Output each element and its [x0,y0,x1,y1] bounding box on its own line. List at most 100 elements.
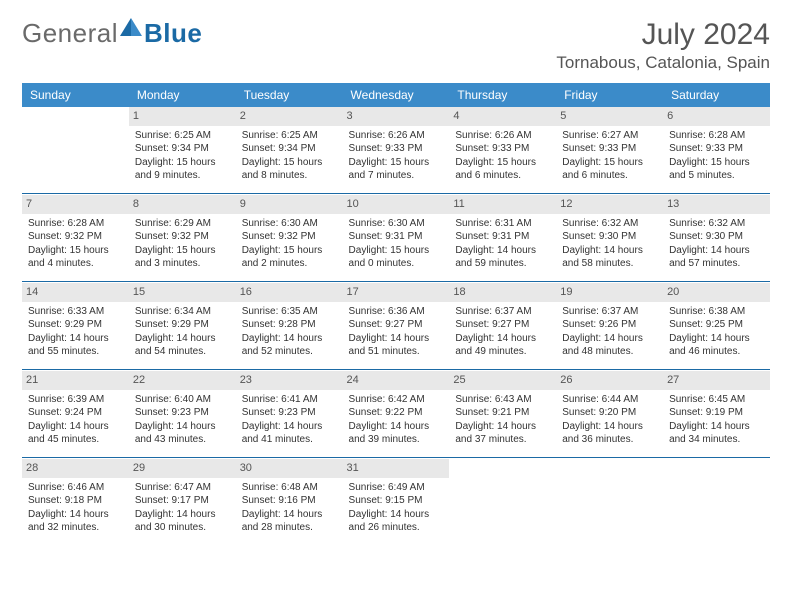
calendar-header-row: SundayMondayTuesdayWednesdayThursdayFrid… [22,83,770,107]
sunrise-line: Sunrise: 6:30 AM [349,217,444,231]
daylight-line: Daylight: 14 hours and 30 minutes. [135,508,230,535]
sunset-line: Sunset: 9:23 PM [242,406,337,420]
sunset-line: Sunset: 9:26 PM [562,318,657,332]
day-number: 7 [22,195,129,214]
sunset-line: Sunset: 9:23 PM [135,406,230,420]
sunrise-line: Sunrise: 6:40 AM [135,393,230,407]
calendar-day: 3Sunrise: 6:26 AMSunset: 9:33 PMDaylight… [343,107,450,193]
day-number: 31 [343,459,450,478]
sunrise-line: Sunrise: 6:39 AM [28,393,123,407]
day-number: 16 [236,283,343,302]
calendar-day: 11Sunrise: 6:31 AMSunset: 9:31 PMDayligh… [449,195,556,281]
calendar-week: 7 Sunrise: 6:28 AMSunset: 9:32 PM Daylight… [22,195,770,281]
daylight-line: Daylight: 14 hours and 59 minutes. [455,244,550,271]
sunrise-line: Sunrise: 6:48 AM [242,481,337,495]
calendar-week: 21Sunrise: 6:39 AMSunset: 9:24 PMDayligh… [22,371,770,457]
calendar-day: 24Sunrise: 6:42 AMSunset: 9:22 PMDayligh… [343,371,450,457]
logo-triangle-icon [120,12,142,43]
sunrise-line: Sunrise: 6:49 AM [349,481,444,495]
sunrise-line: Sunrise: 6:41 AM [242,393,337,407]
day-number: 13 [663,195,770,214]
sunrise-line: Sunrise: 6:36 AM [349,305,444,319]
calendar-day: 15Sunrise: 6:34 AMSunset: 9:29 PMDayligh… [129,283,236,369]
daylight-line: Daylight: 15 hours and 0 minutes. [349,244,444,271]
daylight-line: Daylight: 14 hours and 54 minutes. [135,332,230,359]
calendar-day: 17 Sunrise: 6:36 AMSunset: 9:27 PMDayligh… [343,283,450,369]
sunrise-line: Sunrise: 6:44 AM [562,393,657,407]
calendar-day: 2Sunrise: 6:25 AMSunset: 9:34 PMDaylight… [236,107,343,193]
sunrise-line: Sunrise: 6:38 AM [669,305,764,319]
calendar-day: 30Sunrise: 6:48 AMSunset: 9:16 PMDayligh… [236,459,343,545]
calendar-day: 5Sunrise: 6:27 AMSunset: 9:33 PMDaylight… [556,107,663,193]
sunrise-line: Sunrise: 6:46 AM [28,481,123,495]
sunset-line: Sunset: 9:22 PM [349,406,444,420]
daylight-line: Daylight: 15 hours and 6 minutes. [562,156,657,183]
sunset-line: Sunset: 9:31 PM [455,230,550,244]
sunset-line: Sunset: 9:34 PM [242,142,337,156]
sunrise-line: Sunrise: 6:26 AM [455,129,550,143]
calendar-empty [22,107,129,193]
sunrise-line: Sunrise: 6:32 AM [669,217,764,231]
sunset-line: Sunset: 9:31 PM [349,230,444,244]
sunset-line: Sunset: 9:27 PM [349,318,444,332]
daylight-line: Daylight: 15 hours and 6 minutes. [455,156,550,183]
sunrise-line: Sunrise: 6:37 AM [455,305,550,319]
day-number: 8 [129,195,236,214]
calendar-week: 14Sunrise: 6:33 AMSunset: 9:29 PMDayligh… [22,283,770,369]
sunset-line: Sunset: 9:33 PM [669,142,764,156]
sunset-line: Sunset: 9:32 PM [28,230,123,244]
calendar-day: 13 Sunrise: 6:32 AMSunset: 9:30 PMDayligh… [663,195,770,281]
sunrise-line: Sunrise: 6:25 AM [135,129,230,143]
sunset-line: Sunset: 9:29 PM [135,318,230,332]
sunrise-line: Sunrise: 6:43 AM [455,393,550,407]
sunset-line: Sunset: 9:30 PM [669,230,764,244]
sunrise-line: Sunrise: 6:28 AM [28,217,123,231]
daylight-line: Daylight: 14 hours and 57 minutes. [669,244,764,271]
calendar-day: 31Sunrise: 6:49 AMSunset: 9:15 PMDayligh… [343,459,450,545]
page-header: General Blue July 2024 Tornabous, Catalo… [22,18,770,73]
calendar-day: 27Sunrise: 6:45 AMSunset: 9:19 PMDayligh… [663,371,770,457]
calendar-day: 25Sunrise: 6:43 AMSunset: 9:21 PMDayligh… [449,371,556,457]
daylight-line: Daylight: 14 hours and 51 minutes. [349,332,444,359]
sunset-line: Sunset: 9:20 PM [562,406,657,420]
calendar-day: 9Sunrise: 6:30 AMSunset: 9:32 PMDaylight… [236,195,343,281]
location: Tornabous, Catalonia, Spain [556,53,770,73]
weekday-header: Monday [129,83,236,107]
calendar-day: 8Sunrise: 6:29 AMSunset: 9:32 PMDaylight… [129,195,236,281]
daylight-line: Daylight: 14 hours and 49 minutes. [455,332,550,359]
brand-logo: General Blue [22,18,202,49]
day-number: 25 [449,371,556,390]
sunrise-line: Sunrise: 6:42 AM [349,393,444,407]
day-number: 17 [343,283,450,302]
weekday-header: Thursday [449,83,556,107]
calendar-day: 12Sunrise: 6:32 AMSunset: 9:30 PMDayligh… [556,195,663,281]
sunset-line: Sunset: 9:33 PM [455,142,550,156]
sunset-line: Sunset: 9:30 PM [562,230,657,244]
sunrise-line: Sunrise: 6:47 AM [135,481,230,495]
daylight-line: Daylight: 14 hours and 26 minutes. [349,508,444,535]
brand-general: General [22,18,118,49]
daylight-line: Daylight: 14 hours and 52 minutes. [242,332,337,359]
calendar-day: 7Sunrise: 6:28 AMSunset: 9:32 PMDaylight… [22,195,129,281]
day-number: 1 [129,107,236,126]
sunset-line: Sunset: 9:29 PM [28,318,123,332]
daylight-line: Daylight: 15 hours and 9 minutes. [135,156,230,183]
sunset-line: Sunset: 9:17 PM [135,494,230,508]
daylight-line: Daylight: 14 hours and 34 minutes. [669,420,764,447]
sunrise-line: Sunrise: 6:34 AM [135,305,230,319]
daylight-line: Daylight: 15 hours and 2 minutes. [242,244,337,271]
daylight-line: Daylight: 14 hours and 58 minutes. [562,244,657,271]
calendar-day: 14Sunrise: 6:33 AMSunset: 9:29 PMDayligh… [22,283,129,369]
calendar-day: 26Sunrise: 6:44 AMSunset: 9:20 PMDayligh… [556,371,663,457]
day-number: 18 [449,283,556,302]
sunset-line: Sunset: 9:24 PM [28,406,123,420]
day-number: 10 [343,195,450,214]
daylight-line: Daylight: 14 hours and 41 minutes. [242,420,337,447]
weekday-header: Saturday [663,83,770,107]
calendar-day: 10 Sunrise: 6:30 AMSunset: 9:31 PMDayligh… [343,195,450,281]
calendar-day: 21Sunrise: 6:39 AMSunset: 9:24 PMDayligh… [22,371,129,457]
sunrise-line: Sunrise: 6:29 AM [135,217,230,231]
sunset-line: Sunset: 9:25 PM [669,318,764,332]
calendar-empty [663,459,770,545]
daylight-line: Daylight: 14 hours and 28 minutes. [242,508,337,535]
